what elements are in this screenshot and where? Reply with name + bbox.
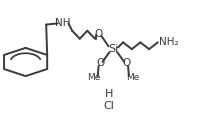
Text: O: O bbox=[122, 58, 130, 68]
Text: Me: Me bbox=[87, 73, 100, 82]
Text: O: O bbox=[96, 58, 104, 68]
Text: NH₂: NH₂ bbox=[160, 37, 179, 47]
Text: Cl: Cl bbox=[104, 101, 114, 111]
Text: H: H bbox=[105, 89, 113, 99]
Text: Me: Me bbox=[126, 73, 140, 82]
Text: O: O bbox=[94, 29, 103, 39]
Text: NH: NH bbox=[55, 18, 70, 28]
Text: Si: Si bbox=[108, 44, 118, 54]
